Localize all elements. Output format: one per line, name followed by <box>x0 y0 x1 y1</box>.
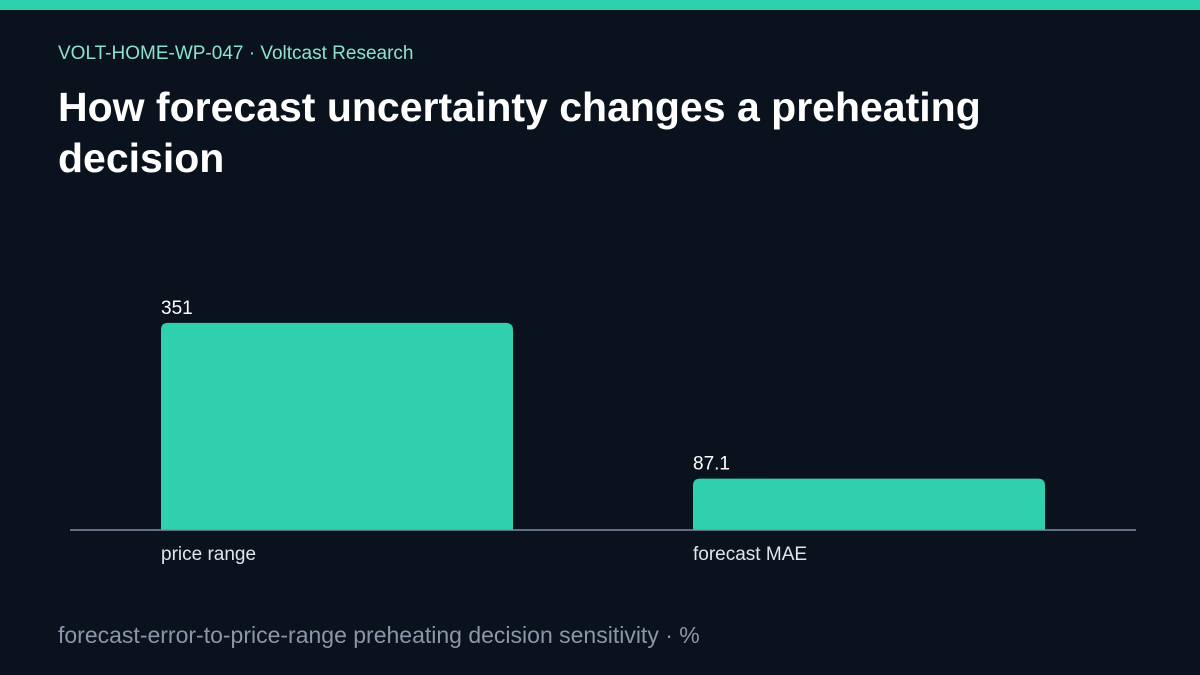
bars-layer <box>161 322 1045 530</box>
category-label-price-range: price range <box>161 544 256 565</box>
labels-layer: 351 price range 87.1 forecast MAE <box>161 298 807 565</box>
top-accent-bar <box>0 0 1200 10</box>
report-eyebrow: VOLT-HOME-WP-047 · Voltcast Research <box>58 43 414 64</box>
value-label-price-range: 351 <box>161 298 193 319</box>
category-label-forecast-MAE: forecast MAE <box>693 544 807 565</box>
bar-forecast-MAE <box>693 478 1045 530</box>
value-label-forecast-MAE: 87.1 <box>693 454 730 475</box>
bar-price-range <box>161 322 513 530</box>
chart-title: How forecast uncertainty changes a prehe… <box>58 84 981 181</box>
chart-caption: forecast-error-to-price-range preheating… <box>58 622 700 648</box>
